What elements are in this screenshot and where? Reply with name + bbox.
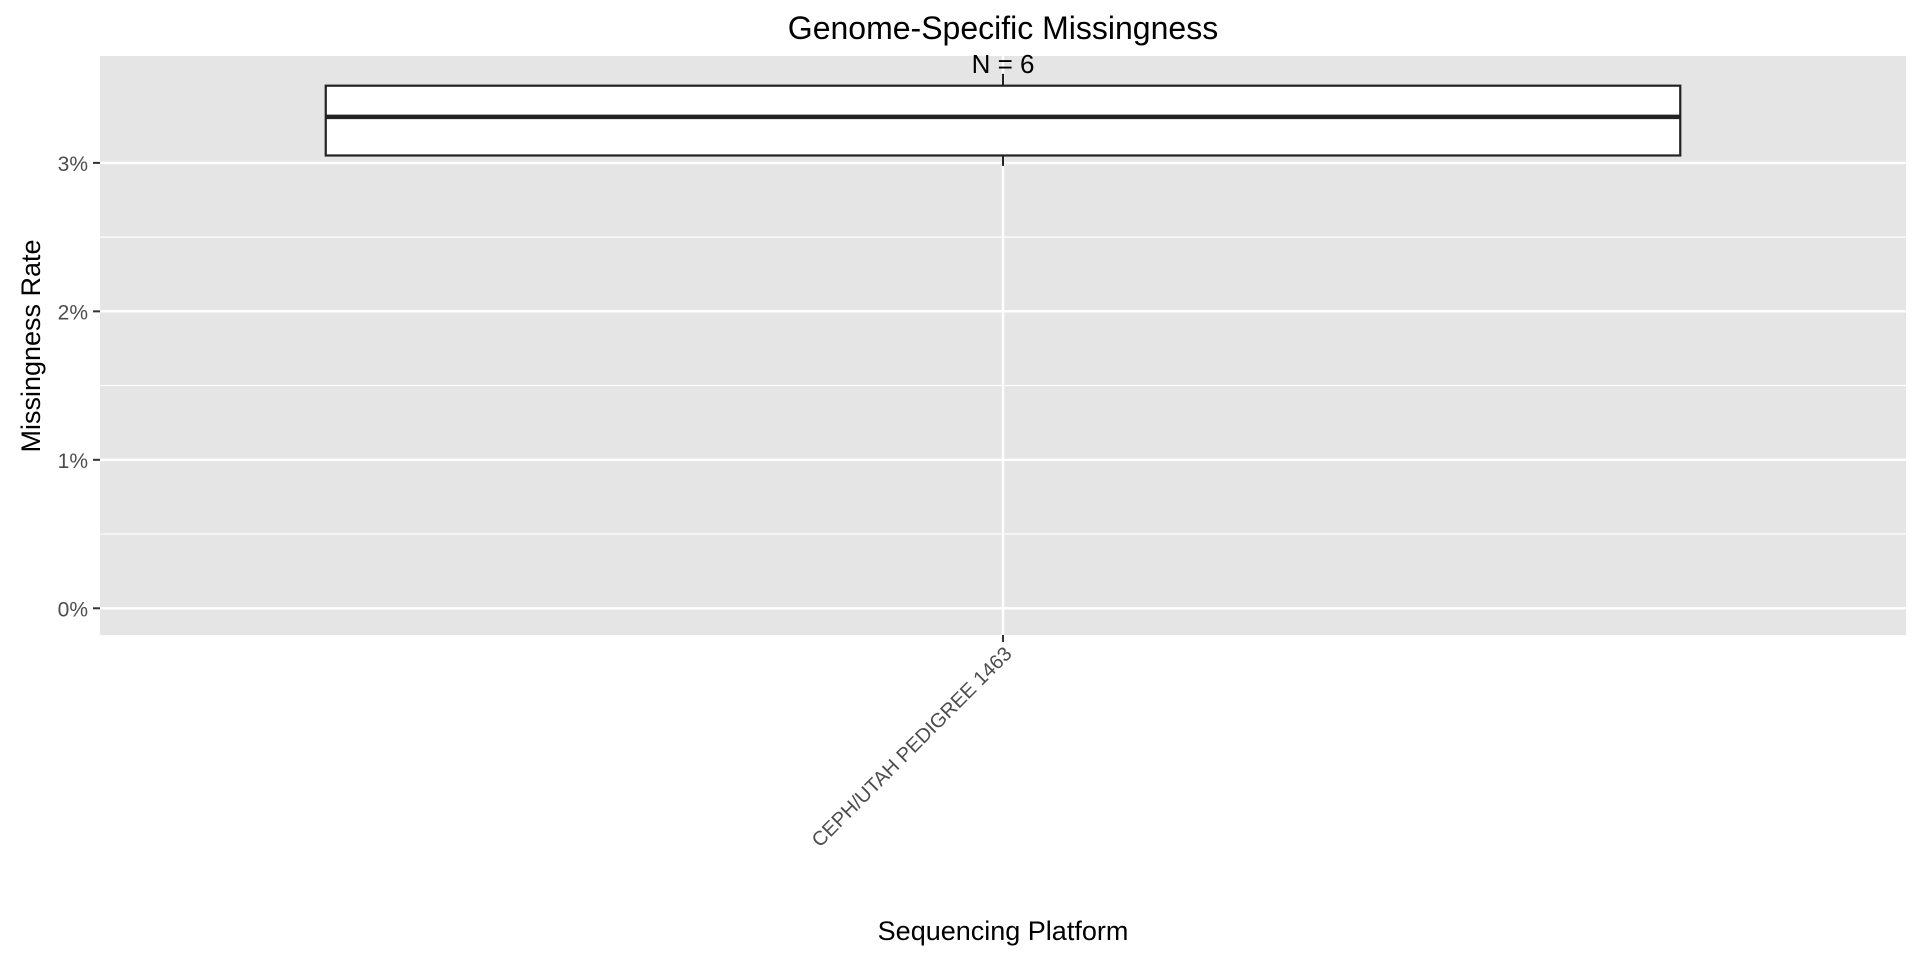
y-tick-label: 1% [58,450,88,473]
y-tick-label: 2% [58,301,88,324]
chart-title: Genome-Specific Missingness [788,10,1218,46]
count-annotation: N = 6 [972,49,1035,79]
boxplots: N = 6 [324,49,1682,166]
y-tick-label: 0% [58,598,88,621]
box-iqr [324,84,1682,157]
x-axis-title: Sequencing Platform [878,916,1129,946]
boxplot: N = 6 [324,49,1682,166]
y-axis-title: Missingness Rate [16,239,46,452]
y-axis: 0% 1% 2% 3% [58,153,100,621]
y-tick-label: 3% [58,153,88,176]
